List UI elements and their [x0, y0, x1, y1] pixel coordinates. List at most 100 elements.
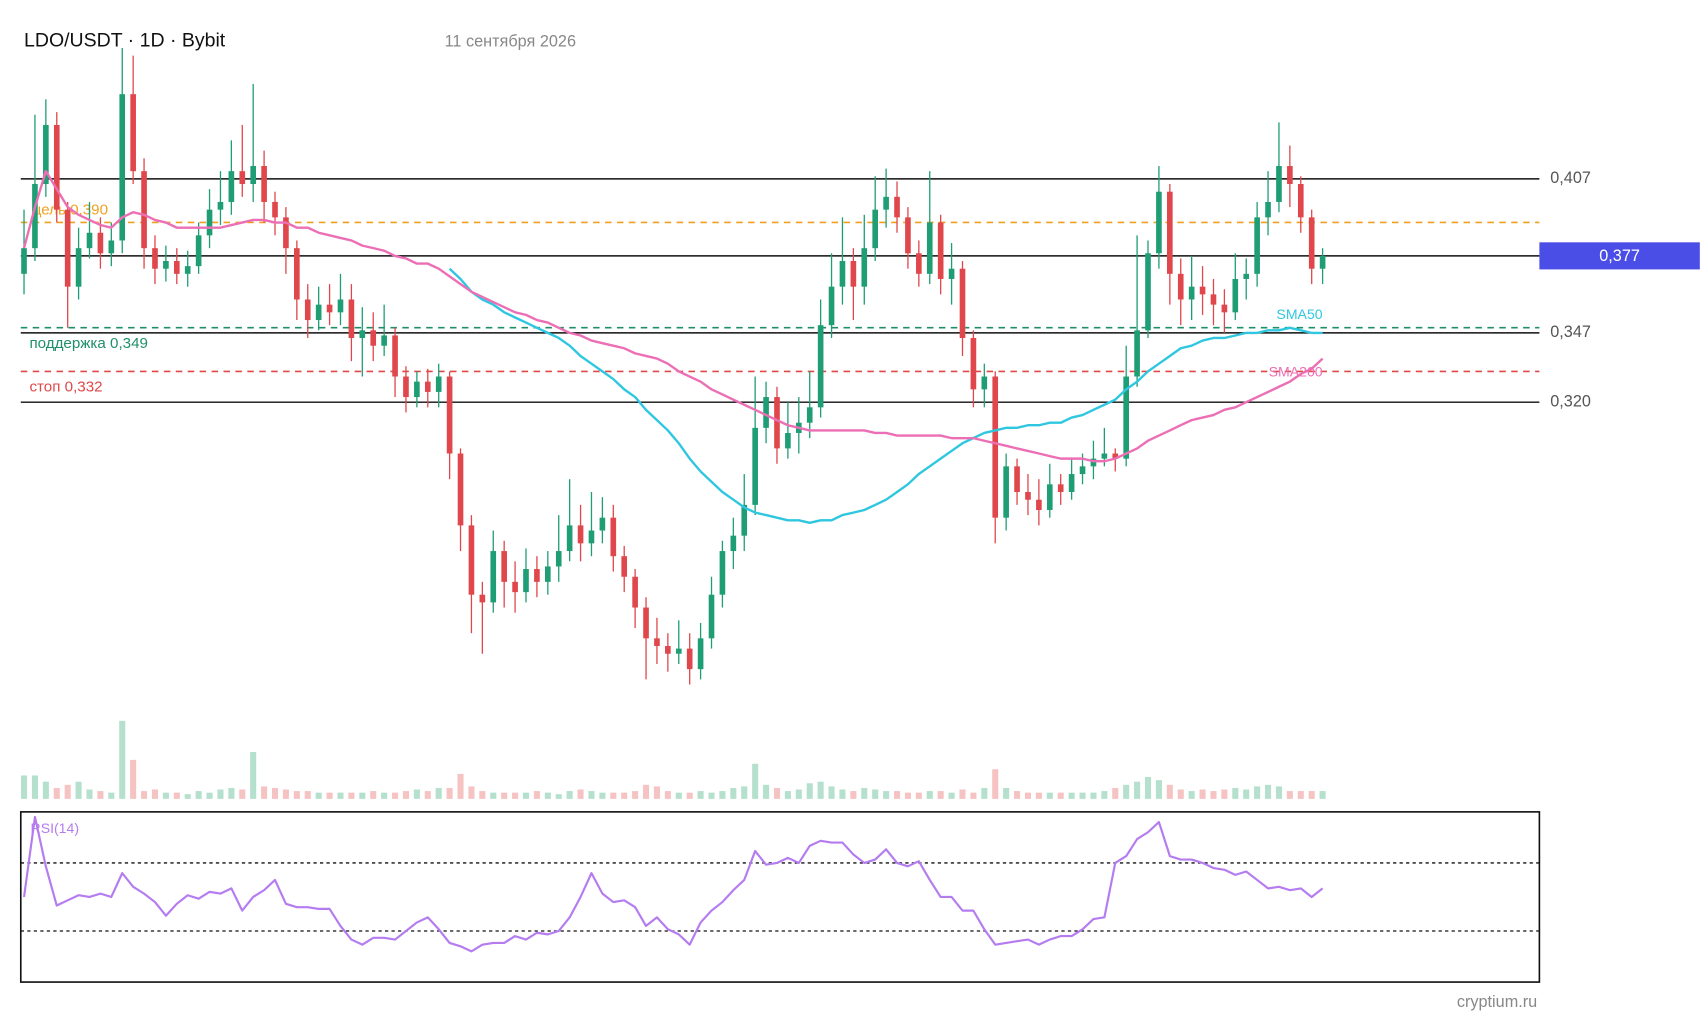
- volume-bar: [424, 791, 431, 799]
- volume-bar: [413, 789, 420, 799]
- volume-bar: [195, 791, 202, 799]
- volume-bar: [675, 792, 682, 799]
- volume-bar: [402, 791, 409, 799]
- volume-bar: [479, 791, 486, 799]
- level-label: стоп 0,332: [29, 379, 102, 396]
- volume-bar: [861, 787, 868, 799]
- volume-bar: [228, 787, 235, 799]
- volume-bar: [773, 787, 781, 799]
- candle-body: [905, 217, 911, 254]
- candle-body: [632, 576, 638, 608]
- volume-bar: [1134, 781, 1141, 799]
- volume-bar: [119, 720, 126, 799]
- candle-body: [1134, 330, 1140, 377]
- volume-bar: [544, 792, 551, 799]
- volume-bar: [1232, 787, 1239, 799]
- candle-body: [501, 551, 507, 582]
- candle-body: [894, 196, 900, 218]
- candle-body: [1123, 376, 1129, 459]
- volume-bar: [457, 773, 464, 799]
- volume-bar: [566, 791, 573, 799]
- volume-bar: [293, 791, 300, 799]
- candle-body: [741, 504, 748, 536]
- candle-body: [53, 124, 60, 210]
- candle-body: [1265, 201, 1271, 218]
- candle-body: [435, 376, 442, 392]
- candle-body: [752, 427, 758, 505]
- volume-bar: [1210, 791, 1217, 799]
- volume-bar: [1003, 787, 1010, 799]
- volume-bar: [1112, 787, 1119, 799]
- candle-body: [850, 261, 857, 287]
- volume-bar: [1057, 792, 1064, 799]
- candle-body: [828, 286, 835, 326]
- candle-body: [75, 248, 82, 287]
- candle-body: [152, 248, 158, 269]
- volume-bar: [741, 786, 748, 799]
- candle-body: [239, 171, 246, 184]
- volume-bar: [446, 787, 453, 799]
- candle-body: [926, 222, 933, 274]
- volume-bar: [1188, 791, 1195, 799]
- volume-bar: [1024, 792, 1032, 799]
- candle-body: [970, 338, 977, 390]
- candle-body: [1297, 183, 1304, 218]
- volume-bar: [108, 792, 115, 799]
- volume-bar: [151, 789, 159, 799]
- candle-body: [523, 569, 529, 593]
- candle-body: [534, 569, 540, 582]
- candle-body: [959, 268, 966, 339]
- volume-bar: [130, 759, 137, 799]
- candle-body: [599, 517, 606, 531]
- price-tag: [1539, 242, 1700, 270]
- volume-bar: [1068, 792, 1075, 799]
- candle-body: [163, 261, 169, 269]
- candle-body: [806, 407, 813, 423]
- chart-date: 11 сентября 2026: [445, 33, 576, 51]
- volume-bar: [1286, 791, 1293, 799]
- candle-body: [1036, 499, 1042, 510]
- volume-bar: [599, 792, 606, 799]
- volume-bar: [850, 791, 857, 799]
- candle-body: [643, 607, 649, 639]
- volume-bar: [719, 791, 726, 799]
- volume-bar: [1166, 784, 1173, 799]
- candle-body: [32, 183, 38, 249]
- volume-bar: [686, 792, 693, 799]
- volume-bar: [64, 784, 71, 799]
- volume-bar: [1101, 791, 1108, 799]
- candle-body: [675, 648, 682, 654]
- rsi-label: RSI(14): [31, 820, 80, 836]
- volume-bar: [806, 783, 813, 799]
- candle-body: [1003, 466, 1009, 518]
- candle-body: [577, 525, 584, 544]
- volume-bar: [795, 789, 802, 799]
- volume-bar: [632, 791, 639, 799]
- candle-body: [173, 261, 180, 274]
- candle-body: [1221, 304, 1228, 313]
- price-tag-label: 0,377: [1599, 247, 1640, 265]
- candle-body: [130, 94, 136, 172]
- candle-body: [414, 381, 420, 398]
- volume-bar: [31, 775, 38, 799]
- candle-body: [1188, 286, 1195, 300]
- volume-bar: [315, 792, 322, 799]
- candle-body: [1101, 453, 1108, 459]
- volume-bar: [577, 789, 584, 799]
- volume-bar: [959, 789, 966, 799]
- volume-bar: [490, 792, 497, 799]
- candle-body: [43, 124, 49, 184]
- volume-bar: [1144, 777, 1152, 799]
- volume-bar: [970, 792, 977, 799]
- candle-body: [326, 304, 333, 313]
- volume-bar: [512, 792, 519, 799]
- volume-bar: [501, 792, 508, 799]
- volume-bar: [250, 752, 257, 799]
- chart-title: LDO/USDT · 1D · Bybit: [24, 29, 226, 51]
- candle-body: [261, 166, 267, 202]
- volume-bar: [588, 791, 595, 799]
- candle-body: [763, 397, 769, 428]
- volume-bar: [1221, 789, 1228, 799]
- candle-body: [665, 646, 671, 654]
